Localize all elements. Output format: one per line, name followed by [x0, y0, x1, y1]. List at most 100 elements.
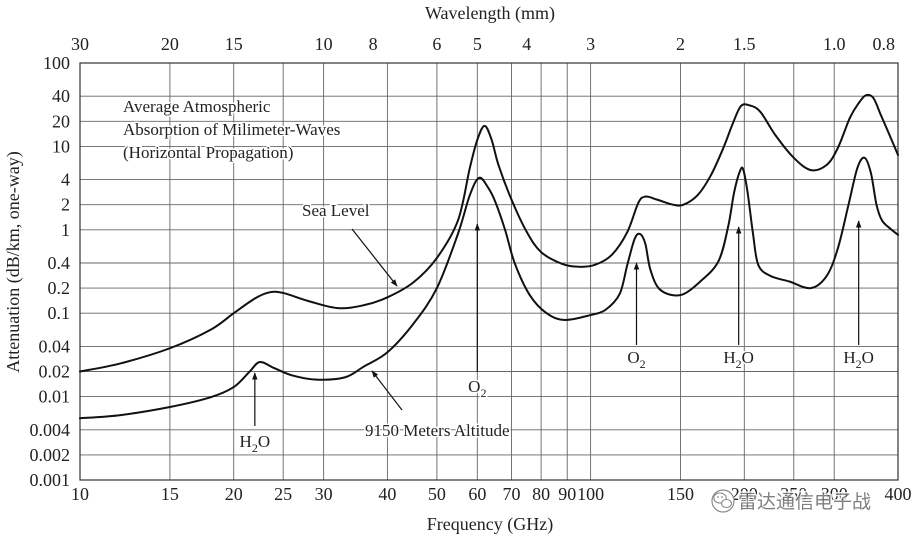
x-tick-label: 50	[428, 484, 446, 504]
absorption-line-label: H2O	[240, 432, 271, 455]
data-point	[809, 287, 812, 289]
data-point	[875, 203, 878, 206]
data-point	[742, 168, 745, 171]
top-tick-label: 1.5	[733, 34, 756, 54]
data-point	[510, 198, 513, 201]
data-point	[732, 122, 734, 125]
x-tick-label: 80	[532, 484, 550, 504]
x-tick-label: 100	[577, 484, 604, 504]
data-point	[888, 134, 891, 136]
data-point	[856, 167, 859, 169]
data-point	[618, 293, 621, 295]
data-point	[209, 396, 212, 399]
formula-base: O	[468, 377, 480, 396]
data-point	[699, 280, 702, 283]
watermark: 雷达通信电子战	[711, 489, 873, 515]
x-tick-label: 250	[780, 484, 807, 504]
top-tick-label: 20	[161, 34, 179, 54]
y-tick-label: 10	[52, 136, 70, 156]
data-point	[774, 134, 777, 136]
data-point	[656, 198, 659, 201]
data-point	[363, 365, 365, 368]
data-point	[273, 367, 276, 369]
data-point	[457, 219, 459, 222]
series-label-arrow	[351, 228, 398, 287]
data-point	[759, 110, 762, 113]
data-point	[589, 314, 592, 316]
series-label-9150-meters-altitude: 9150 Meters Altitude	[365, 421, 509, 440]
data-point	[476, 138, 479, 141]
data-point	[119, 362, 122, 365]
data-point	[864, 94, 867, 97]
data-point	[578, 265, 581, 268]
y-axis-title: Attenuation (dB/km, one-way)	[3, 151, 24, 372]
top-tick-label: 1.0	[823, 34, 846, 54]
data-point	[79, 417, 81, 420]
data-point	[682, 203, 685, 206]
data-point	[709, 174, 712, 177]
wechat-icon	[711, 489, 735, 513]
top-tick-label: 4	[522, 34, 531, 54]
series-group	[79, 93, 899, 420]
annotation-line: (Horizontal Propagation)	[123, 143, 293, 162]
y-tick-label: 0.002	[30, 445, 71, 465]
y-tick-label: 0.04	[39, 336, 71, 356]
data-point	[483, 125, 486, 127]
y-tick-label: 0.02	[39, 361, 71, 381]
x-tick-label: 70	[503, 484, 521, 504]
absorption-line-label: H2O	[723, 348, 754, 371]
data-point	[637, 202, 640, 204]
data-point	[746, 191, 749, 194]
formula-subscript: 2	[856, 357, 862, 371]
data-point	[232, 386, 235, 388]
annotation-line: Absorption of Milimeter-Waves	[123, 120, 340, 139]
data-point	[717, 260, 720, 263]
data-point	[457, 232, 459, 235]
data-point	[209, 329, 212, 331]
data-point	[594, 263, 596, 266]
data-point	[752, 232, 754, 235]
data-point	[435, 257, 438, 259]
data-point	[847, 203, 850, 206]
plot-frame	[79, 62, 899, 481]
data-point	[307, 300, 310, 302]
formula-base: H	[843, 348, 855, 367]
data-point	[386, 351, 389, 354]
formula-base: H	[723, 348, 735, 367]
y-tick-label: 0.2	[48, 278, 71, 298]
x-axis-title: Frequency (GHz)	[427, 514, 553, 535]
formula-subscript: 2	[252, 441, 258, 455]
x-tick-label: 200	[731, 484, 758, 504]
data-point	[412, 281, 415, 284]
data-point	[748, 104, 751, 107]
data-point	[253, 297, 256, 300]
top-tick-label: 15	[225, 34, 243, 54]
top-tick-label: 0.8	[872, 34, 895, 54]
data-point	[468, 194, 471, 197]
data-point	[563, 319, 566, 321]
data-point	[888, 227, 891, 229]
x-tick-label: 25	[274, 484, 292, 504]
series-line-sea-level	[79, 93, 899, 373]
formula-tail: O	[742, 348, 754, 367]
x-tick-label: 90	[558, 484, 576, 504]
y-tick-label: 2	[61, 195, 70, 215]
x-tick-label: 30	[315, 484, 333, 504]
y-tick-label: 4	[61, 170, 70, 190]
data-point	[733, 191, 735, 194]
data-point	[487, 186, 490, 189]
data-point	[79, 370, 81, 373]
data-point	[857, 102, 860, 105]
data-point	[825, 164, 828, 166]
top-axis-title: Wavelength (mm)	[425, 3, 555, 24]
x-tick-label: 60	[468, 484, 486, 504]
y-tick-label: 0.004	[30, 420, 71, 440]
data-point	[639, 233, 641, 235]
data-point	[679, 294, 682, 296]
data-point	[626, 263, 629, 266]
data-point	[722, 146, 725, 149]
y-tick-label: 0.001	[30, 470, 71, 490]
data-point	[738, 170, 741, 173]
